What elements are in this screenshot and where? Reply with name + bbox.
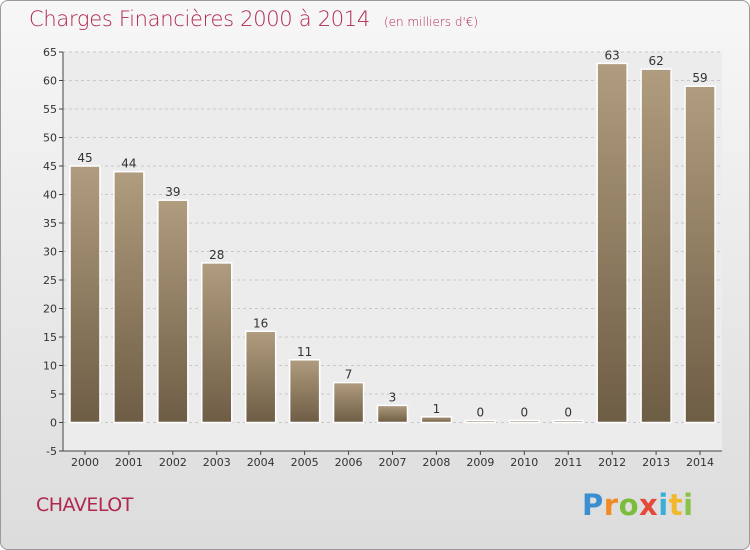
- bar: [113, 170, 145, 424]
- bar-value-label: 16: [253, 316, 268, 330]
- bar-value-label: 0: [477, 406, 485, 420]
- y-tick-label: 55: [43, 103, 57, 116]
- y-tick-label: -5: [46, 445, 57, 458]
- chart-title-text: Charges Financières 2000 à 2014: [29, 7, 370, 31]
- bar: [244, 330, 277, 424]
- y-tick-label: 5: [50, 388, 57, 401]
- y-tick-label: 0: [50, 417, 57, 430]
- logo-letter: x: [639, 488, 659, 522]
- bar: [332, 381, 365, 424]
- bar-value-label: 39: [165, 185, 180, 199]
- x-tick-label: 2011: [554, 456, 582, 469]
- logo-letter: i: [658, 488, 669, 522]
- x-tick-label: 2010: [510, 456, 538, 469]
- logo-letter: r: [603, 488, 619, 522]
- bar-value-label: 1: [433, 402, 441, 416]
- bar-value-label: 59: [692, 71, 707, 85]
- bar-value-label: 28: [209, 248, 224, 262]
- y-tick-label: 65: [43, 46, 57, 59]
- x-tick-label: 2009: [466, 456, 494, 469]
- bar: [420, 416, 453, 424]
- x-tick-label: 2014: [686, 456, 714, 469]
- y-tick-label: 45: [43, 160, 57, 173]
- y-tick-label: 50: [43, 132, 57, 145]
- x-tick-label: 2004: [247, 456, 275, 469]
- bar: [640, 68, 672, 424]
- y-tick-label: 60: [43, 75, 57, 88]
- bar: [201, 262, 233, 424]
- bar-value-label: 11: [297, 345, 312, 359]
- bar-value-label: 44: [121, 157, 136, 171]
- bar-value-label: 0: [520, 406, 528, 420]
- x-tick-label: 2001: [115, 456, 143, 469]
- bar-value-label: 3: [389, 390, 397, 404]
- y-tick-label: 20: [43, 303, 57, 316]
- x-tick-label: 2003: [203, 456, 231, 469]
- bar: [684, 85, 716, 424]
- bar: [508, 419, 541, 424]
- bar-value-label: 62: [648, 54, 663, 68]
- y-tick-label: 40: [43, 189, 57, 202]
- bar: [69, 165, 101, 424]
- y-tick-label: 10: [43, 360, 57, 373]
- x-tick-label: 2005: [291, 456, 319, 469]
- x-tick-label: 2012: [598, 456, 626, 469]
- bar-value-label: 63: [605, 48, 620, 62]
- bar: [157, 199, 189, 424]
- bar: [464, 419, 497, 424]
- x-tick-label: 2013: [642, 456, 670, 469]
- y-tick-label: 35: [43, 217, 57, 230]
- bar-value-label: 45: [77, 151, 92, 165]
- chart-title: Charges Financières 2000 à 2014 (en milli…: [29, 7, 478, 31]
- chart-subtitle: (en milliers d'€): [383, 15, 479, 29]
- x-tick-label: 2008: [422, 456, 450, 469]
- x-tick-label: 2000: [71, 456, 99, 469]
- logo-letter: P: [582, 488, 604, 522]
- y-tick-label: 30: [43, 246, 57, 259]
- bar: [288, 359, 321, 424]
- y-tick-label: 25: [43, 274, 57, 287]
- bar: [596, 62, 628, 424]
- x-tick-label: 2007: [379, 456, 407, 469]
- bar: [552, 419, 584, 424]
- x-tick-label: 2006: [335, 456, 363, 469]
- bar-value-label: 7: [345, 368, 353, 382]
- x-tick-label: 2002: [159, 456, 187, 469]
- commune-name: CHAVELOT: [36, 494, 133, 516]
- y-tick-label: 15: [43, 331, 57, 344]
- logo-letter: t: [668, 488, 684, 522]
- proxiti-logo: Proxiti: [582, 488, 694, 522]
- logo-letter: i: [683, 488, 694, 522]
- logo-letter: o: [618, 488, 640, 522]
- bar: [376, 404, 409, 424]
- bar-value-label: 0: [564, 406, 572, 420]
